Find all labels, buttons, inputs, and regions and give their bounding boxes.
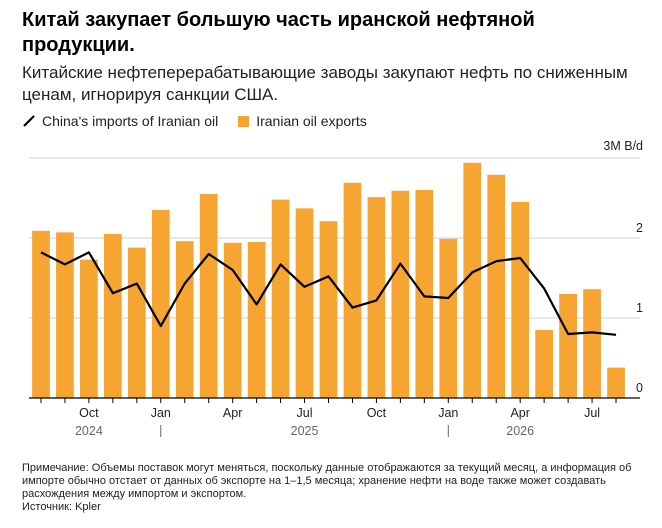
- bar: [223, 242, 242, 398]
- bar: [343, 182, 362, 398]
- x-tick-label: Jan: [438, 406, 458, 420]
- x-tick-label: Apr: [510, 406, 529, 420]
- bar: [319, 221, 338, 398]
- series-line-imports: [40, 251, 617, 336]
- bar: [487, 174, 506, 398]
- bar: [535, 330, 554, 398]
- year-label: 2026: [506, 424, 534, 438]
- bar: [32, 230, 50, 398]
- chart-note: Примечание: Объемы поставок могут менять…: [22, 462, 642, 514]
- bar: [295, 208, 314, 398]
- bar: [415, 190, 434, 398]
- bar: [103, 234, 122, 398]
- y-tick-label: 0: [636, 381, 643, 395]
- x-tick-label: Jan: [151, 406, 171, 420]
- bar: [80, 259, 98, 398]
- bar: [175, 241, 194, 398]
- bar: [127, 247, 146, 398]
- bar: [559, 294, 577, 398]
- bar: [271, 199, 290, 398]
- x-tick-label: Jul: [297, 406, 313, 420]
- legend-bar-label: Iranian oil exports: [256, 113, 367, 129]
- y-tick-label: 1: [636, 301, 643, 315]
- legend-item-bar: Iranian oil exports: [238, 113, 367, 129]
- legend: China's imports of Iranian oil Iranian o…: [22, 113, 387, 129]
- x-tick-label: Jul: [584, 406, 600, 420]
- x-tick-label: Oct: [367, 406, 387, 420]
- bar: [151, 210, 170, 398]
- x-tick-label: Oct: [79, 406, 99, 420]
- y-tick-label: 2: [636, 221, 643, 235]
- bar: [247, 242, 266, 398]
- source-text: Источник: Kpler: [22, 501, 101, 513]
- x-tick-label: Apr: [223, 406, 242, 420]
- bar: [439, 238, 458, 398]
- bar: [56, 232, 74, 398]
- line-swatch-icon: [23, 115, 35, 127]
- chart-title: Китай закупает большую часть иранской не…: [22, 9, 535, 56]
- legend-item-line: China's imports of Iranian oil: [22, 113, 218, 129]
- bar-swatch-icon: [238, 115, 250, 127]
- bar: [511, 202, 530, 398]
- bar: [367, 197, 386, 398]
- year-label: 2024: [75, 424, 103, 438]
- chart-subtitle: Китайские нефтеперерабатывающие заводы з…: [22, 63, 628, 104]
- legend-line-label: China's imports of Iranian oil: [42, 113, 219, 129]
- y-unit-label: 3M B/d: [603, 139, 643, 153]
- bar: [607, 367, 625, 398]
- bar: [391, 190, 410, 398]
- bar: [583, 289, 601, 398]
- bar: [199, 194, 218, 398]
- note-text: Примечание: Объемы поставок могут менять…: [22, 462, 632, 500]
- bar: [463, 162, 482, 398]
- year-label: 2025: [291, 424, 319, 438]
